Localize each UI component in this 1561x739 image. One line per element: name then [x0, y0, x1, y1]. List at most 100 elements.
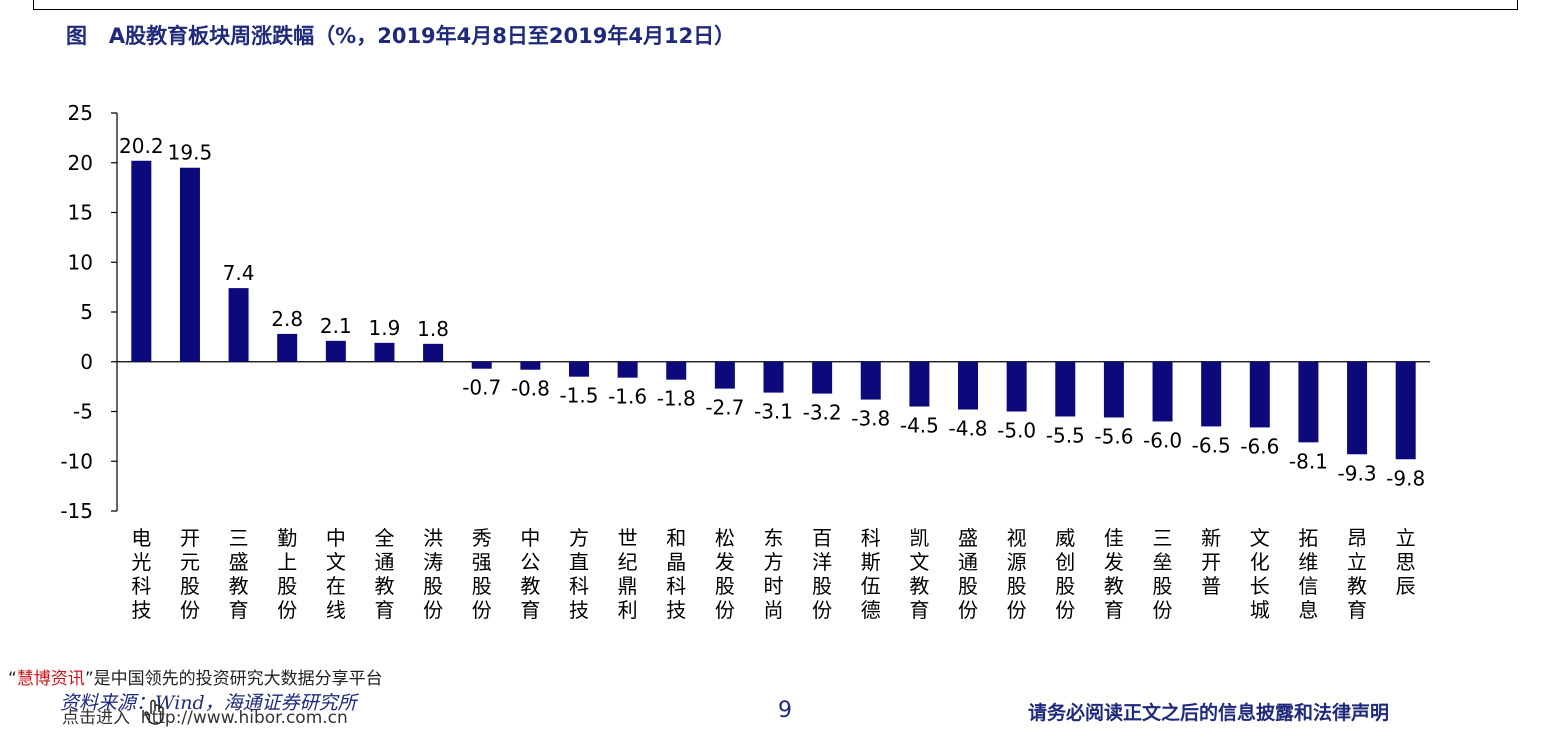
bar [1395, 361, 1416, 460]
y-tick-label: -5 [73, 400, 93, 424]
promo-quote: “ [8, 669, 17, 689]
category-label: 盛通股份 [958, 526, 978, 622]
data-label: 7.4 [223, 261, 255, 285]
y-tick-label: 25 [68, 101, 93, 125]
data-label: 19.5 [168, 141, 213, 165]
category-label: 东方时尚 [764, 526, 784, 622]
data-label: 2.1 [320, 314, 352, 338]
category-label: 新开普 [1201, 526, 1221, 598]
bar [228, 288, 249, 362]
pointer-hand-icon [144, 699, 164, 725]
category-label: 威创股份 [1055, 526, 1075, 622]
category-label: 百洋股份 [812, 526, 832, 622]
bar [812, 361, 833, 394]
data-label: -6.0 [1143, 428, 1182, 452]
bar [617, 361, 638, 378]
category-label: 视源股份 [1007, 526, 1027, 622]
data-label: -2.7 [705, 396, 744, 420]
bar [1006, 361, 1027, 412]
source-note: 资料来源：Wind，海通证券研究所 [60, 692, 357, 714]
y-tick-label: -15 [60, 499, 93, 523]
data-label: -1.8 [657, 387, 696, 411]
bar [520, 361, 541, 370]
category-label: 世纪鼎利 [618, 526, 638, 622]
data-label: -1.5 [559, 384, 598, 408]
data-label: -0.8 [511, 377, 550, 401]
category-label: 开元股份 [180, 526, 200, 622]
promo-text: “慧博资讯”是中国领先的投资研究大数据分享平台 [8, 664, 383, 689]
category-label: 中文在线 [326, 526, 346, 622]
bar [909, 361, 930, 407]
category-label: 昂立教育 [1347, 526, 1367, 622]
data-label: 1.9 [369, 316, 401, 340]
bar [1152, 361, 1173, 422]
category-label: 三垒股份 [1153, 526, 1173, 622]
category-label: 中公教育 [520, 526, 540, 622]
data-label: 20.2 [119, 134, 164, 158]
bar [277, 333, 298, 362]
data-label: -3.1 [754, 400, 793, 424]
data-label: -4.5 [900, 414, 939, 438]
promo-rest: ”是中国领先的投资研究大数据分享平台 [84, 669, 383, 689]
top-frame-border [33, 0, 1518, 10]
bar [1298, 361, 1319, 443]
category-label: 文化长城 [1250, 526, 1270, 622]
category-label: 全通教育 [374, 526, 394, 622]
y-tick-label: 0 [80, 350, 93, 374]
data-label: -6.6 [1240, 434, 1279, 458]
bar [471, 361, 492, 369]
category-label: 佳发教育 [1104, 526, 1124, 622]
data-label: -9.3 [1338, 461, 1377, 485]
category-label: 科斯伍德 [861, 526, 881, 622]
category-label: 洪涛股份 [423, 526, 443, 622]
data-label: -5.0 [997, 419, 1036, 443]
bar [131, 160, 152, 362]
y-tick-label: 5 [80, 300, 93, 324]
y-tick-label: 15 [68, 201, 93, 225]
y-tick-label: 20 [68, 151, 93, 175]
bar [1347, 361, 1368, 455]
data-label: -1.6 [608, 385, 647, 409]
bar [860, 361, 881, 400]
data-label: -8.1 [1289, 449, 1328, 473]
data-label: -3.8 [851, 407, 890, 431]
bar [958, 361, 979, 410]
bar [179, 167, 200, 362]
category-label: 勤上股份 [277, 526, 297, 622]
bar [763, 361, 784, 393]
data-label: -5.6 [1094, 424, 1133, 448]
bar [1201, 361, 1222, 427]
category-label: 方直科技 [569, 526, 589, 622]
page-number: 9 [778, 698, 792, 723]
data-label: -4.8 [949, 417, 988, 441]
category-label: 立思辰 [1396, 526, 1416, 598]
y-tick-label: 10 [68, 250, 93, 274]
bar [1055, 361, 1076, 417]
bar [568, 361, 589, 377]
data-label: -6.5 [1192, 433, 1231, 457]
y-tick-label: -10 [60, 449, 93, 473]
bar [666, 361, 687, 380]
data-label: -3.2 [803, 401, 842, 425]
category-label: 和晶科技 [666, 526, 686, 622]
bar [423, 343, 444, 362]
category-label: 拓维信息 [1298, 526, 1318, 622]
category-label: 松发股份 [715, 526, 735, 622]
category-label: 三盛教育 [229, 526, 249, 622]
bar-chart: 25 20 15 10 5 0 -5 -10 -15 20.2 电光科技 19.5 开元股份 7.4 三盛教… [60, 101, 1430, 622]
disclaimer-text[interactable]: 请务必阅读正文之后的信息披露和法律声明 [1028, 702, 1390, 724]
category-label: 电光科技 [131, 526, 151, 622]
bar [714, 361, 735, 389]
chart-title: 图 A股教育板块周涨跌幅（%，2019年4月8日至2019年4月12日） [66, 24, 736, 48]
bar [325, 340, 346, 362]
category-label: 凯文教育 [909, 526, 929, 622]
bar [1249, 361, 1270, 428]
data-label: -9.8 [1386, 466, 1425, 490]
data-label: 2.8 [271, 307, 303, 331]
promo-brand[interactable]: 慧博资讯 [16, 669, 85, 689]
data-label: -5.5 [1046, 423, 1085, 447]
bar [1103, 361, 1124, 418]
hibor-link[interactable]: 点击进入 http://www.hibor.com.cn [62, 708, 348, 728]
data-label: 1.8 [417, 317, 449, 341]
category-label: 秀强股份 [472, 526, 492, 622]
